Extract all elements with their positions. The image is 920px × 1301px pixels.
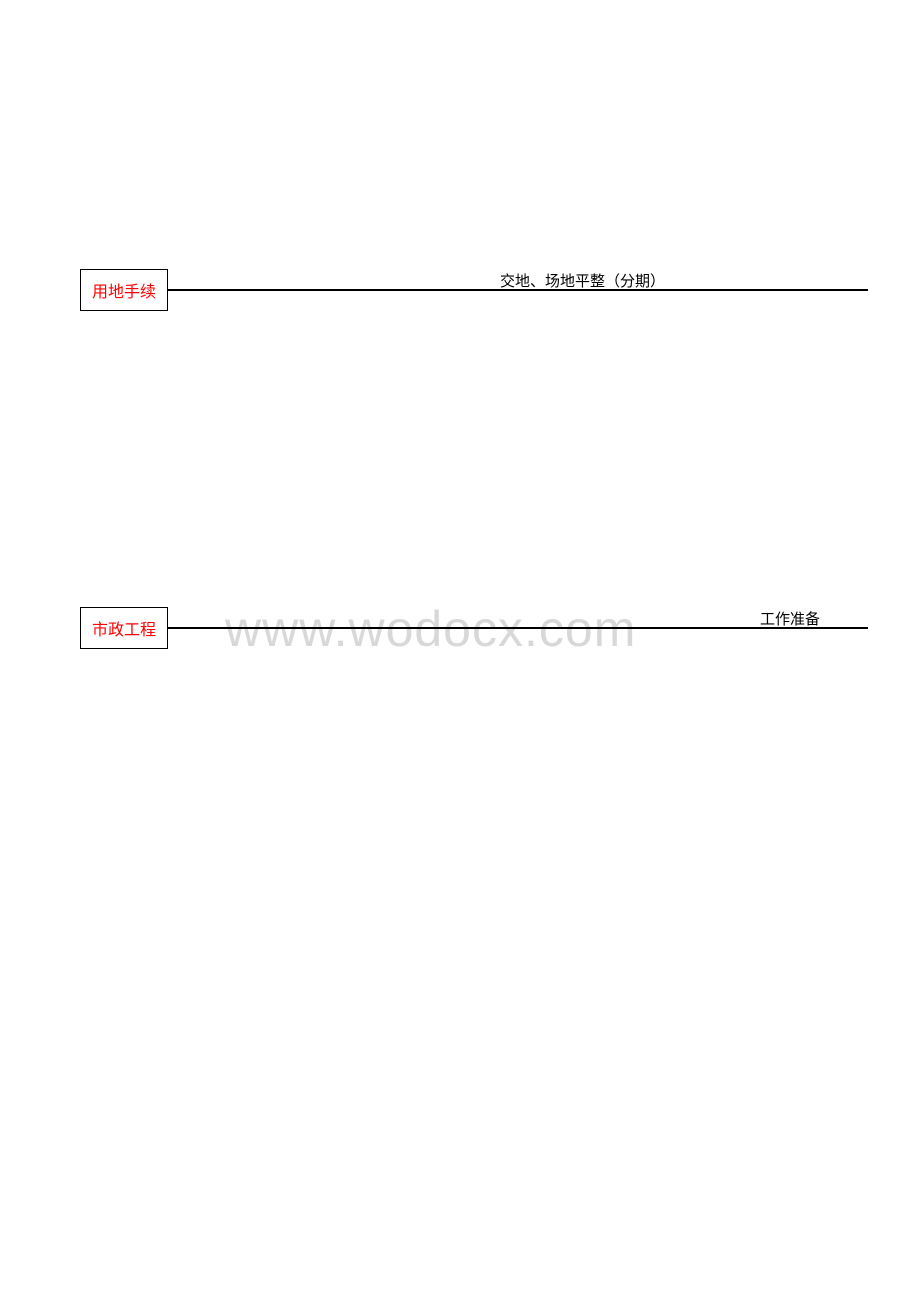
line-label-2: 工作准备: [760, 608, 820, 629]
line-label-1: 交地、场地平整（分期）: [500, 270, 665, 291]
box-label-2: 市政工程: [92, 616, 156, 640]
box-municipal-engineering: 市政工程: [80, 607, 168, 649]
box-land-procedures: 用地手续: [80, 269, 168, 311]
watermark-text: www.wodocx.com: [225, 600, 636, 658]
box-label-1: 用地手续: [92, 278, 156, 302]
